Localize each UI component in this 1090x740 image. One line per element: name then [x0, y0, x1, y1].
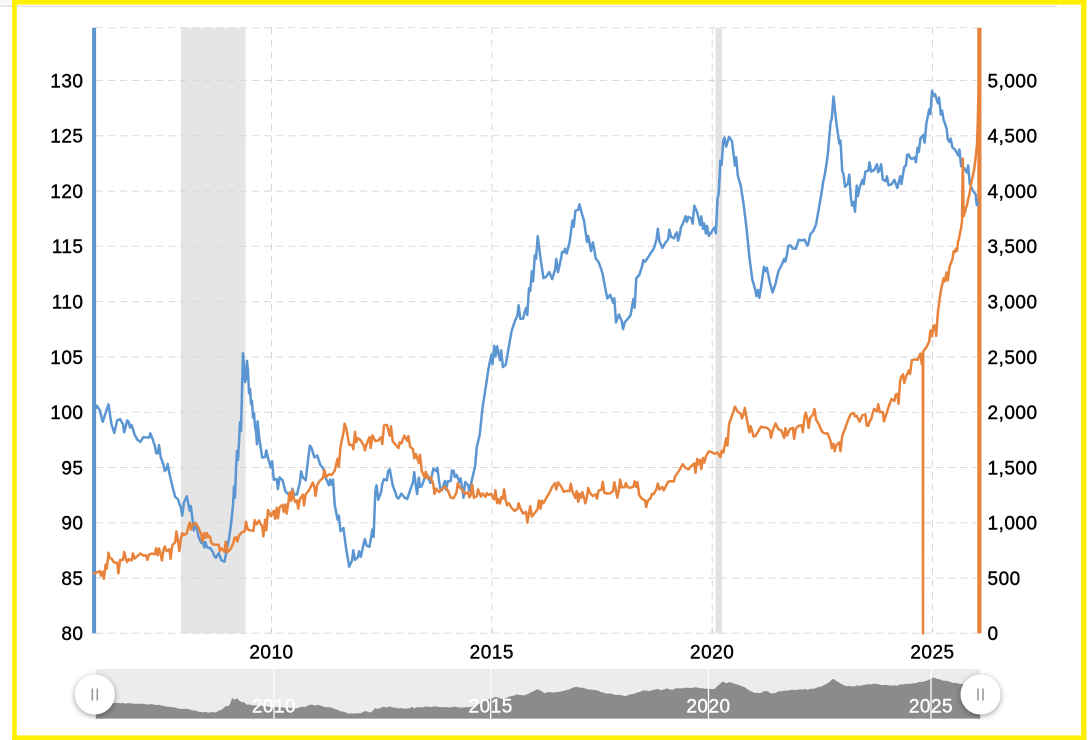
- svg-text:105: 105: [50, 348, 83, 369]
- svg-text:1,500: 1,500: [988, 458, 1038, 479]
- svg-text:130: 130: [50, 71, 83, 92]
- svg-text:125: 125: [50, 127, 83, 148]
- svg-text:2025: 2025: [909, 696, 953, 717]
- svg-text:2025: 2025: [910, 643, 954, 664]
- svg-text:5,000: 5,000: [988, 71, 1038, 92]
- svg-text:2020: 2020: [690, 643, 734, 664]
- svg-text:2015: 2015: [469, 696, 513, 717]
- svg-text:4,500: 4,500: [988, 127, 1038, 148]
- svg-text:2010: 2010: [249, 643, 293, 664]
- svg-text:2,000: 2,000: [988, 403, 1038, 424]
- svg-text:115: 115: [52, 237, 84, 258]
- svg-text:3,000: 3,000: [988, 293, 1038, 314]
- svg-text:100: 100: [50, 403, 83, 424]
- svg-text:110: 110: [52, 293, 84, 314]
- svg-text:80: 80: [61, 624, 83, 645]
- svg-text:90: 90: [61, 514, 83, 535]
- svg-text:2010: 2010: [252, 696, 296, 717]
- svg-text:2020: 2020: [686, 696, 730, 717]
- svg-text:85: 85: [61, 569, 83, 590]
- svg-text:2015: 2015: [470, 643, 514, 664]
- svg-text:2,500: 2,500: [988, 348, 1038, 369]
- svg-text:1,000: 1,000: [988, 514, 1038, 535]
- svg-text:500: 500: [988, 569, 1021, 590]
- svg-text:4,000: 4,000: [988, 182, 1038, 203]
- svg-text:120: 120: [50, 182, 83, 203]
- svg-text:95: 95: [61, 458, 83, 479]
- svg-text:3,500: 3,500: [988, 237, 1038, 258]
- svg-text:0: 0: [988, 624, 999, 645]
